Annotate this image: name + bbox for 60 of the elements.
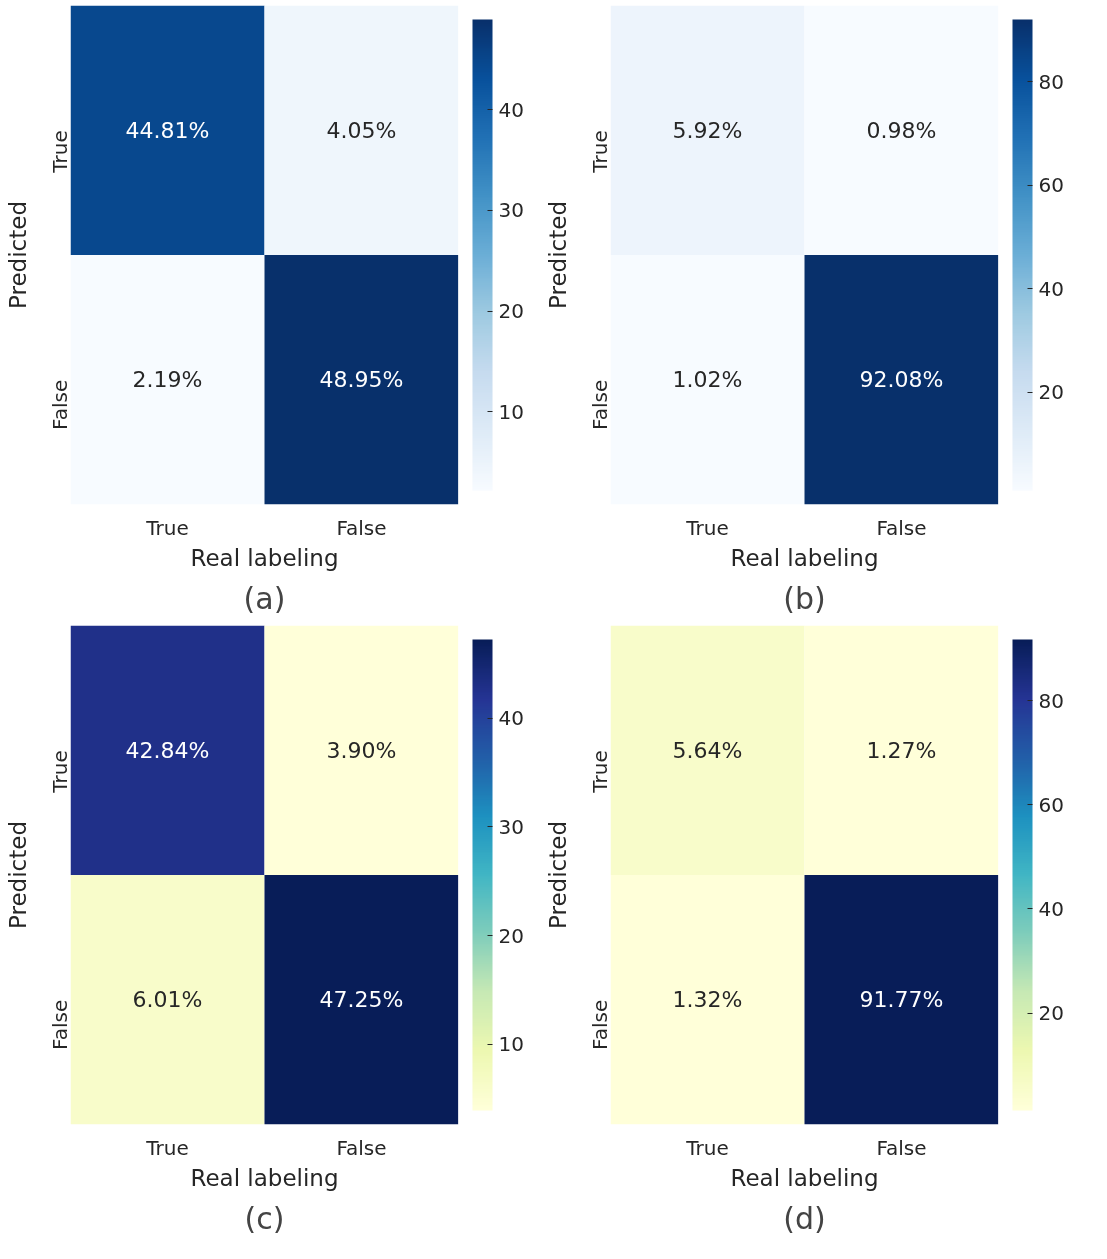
color-bar-label: 20 xyxy=(498,923,524,948)
y-axis-title: Predicted xyxy=(4,201,31,309)
x-axis-title: Real labeling xyxy=(190,1164,339,1191)
text: (d) xyxy=(783,1200,826,1236)
color-bar-label: 10 xyxy=(498,399,524,424)
text: (b) xyxy=(783,580,826,616)
text: (a) xyxy=(243,580,286,616)
x-axis-title: Real labeling xyxy=(190,544,339,571)
color-bar-label: 20 xyxy=(498,299,524,324)
y-tick-label: True xyxy=(47,130,72,174)
y-tick-label: False xyxy=(587,379,612,430)
y-tick-label: True xyxy=(47,750,72,794)
data-label: 42.84% xyxy=(125,737,210,763)
y-axis-title: Predicted xyxy=(544,201,571,309)
x-tick-label: False xyxy=(336,1135,387,1160)
color-bar-label: 40 xyxy=(498,97,524,122)
data-label: 1.32% xyxy=(672,987,743,1013)
y-axis-title: Predicted xyxy=(544,821,571,929)
data-label: 5.64% xyxy=(672,737,743,763)
y-tick-label: False xyxy=(47,999,72,1050)
color-bar-label: 20 xyxy=(1038,1001,1064,1026)
color-bar-label: 80 xyxy=(1038,69,1064,94)
y-axis-title: Predicted xyxy=(4,821,31,929)
x-axis-title: Real labeling xyxy=(730,1164,879,1191)
color-bar-label: 40 xyxy=(498,706,524,731)
color-bar-label: 30 xyxy=(498,814,524,839)
data-label: 4.05% xyxy=(326,117,397,143)
data-label: 1.02% xyxy=(672,367,743,393)
text: (c) xyxy=(244,1200,285,1236)
color-bar-label: 10 xyxy=(498,1032,524,1057)
data-label: 91.77% xyxy=(859,987,944,1013)
data-label: 6.01% xyxy=(132,987,203,1013)
color-bar-label: 30 xyxy=(498,198,524,223)
y-tick-label: True xyxy=(587,130,612,174)
data-label: 1.27% xyxy=(866,737,937,763)
data-label: 0.98% xyxy=(866,117,937,143)
y-tick-label: False xyxy=(587,999,612,1050)
x-tick-label: True xyxy=(685,515,729,540)
data-label: 2.19% xyxy=(132,367,203,393)
color-bar-label: 60 xyxy=(1038,173,1064,198)
color-bar-label: 40 xyxy=(1038,896,1064,921)
x-tick-label: False xyxy=(876,1135,927,1160)
color-bar-label: 40 xyxy=(1038,276,1064,301)
data-label: 92.08% xyxy=(859,367,944,393)
x-tick-label: False xyxy=(336,515,387,540)
x-axis-title: Real labeling xyxy=(730,544,879,571)
color-bar-label: 60 xyxy=(1038,792,1064,817)
x-tick-label: False xyxy=(876,515,927,540)
y-tick-label: False xyxy=(47,379,72,430)
color-bar-label: 20 xyxy=(1038,380,1064,405)
x-tick-label: True xyxy=(145,1135,189,1160)
x-tick-label: True xyxy=(685,1135,729,1160)
data-label: 47.25% xyxy=(319,987,404,1013)
color-bar-label: 80 xyxy=(1038,688,1064,713)
data-label: 5.92% xyxy=(672,117,743,143)
data-label: 48.95% xyxy=(319,367,404,393)
y-tick-label: True xyxy=(587,750,612,794)
x-tick-label: True xyxy=(145,515,189,540)
data-label: 44.81% xyxy=(125,117,210,143)
data-label: 3.90% xyxy=(326,737,397,763)
